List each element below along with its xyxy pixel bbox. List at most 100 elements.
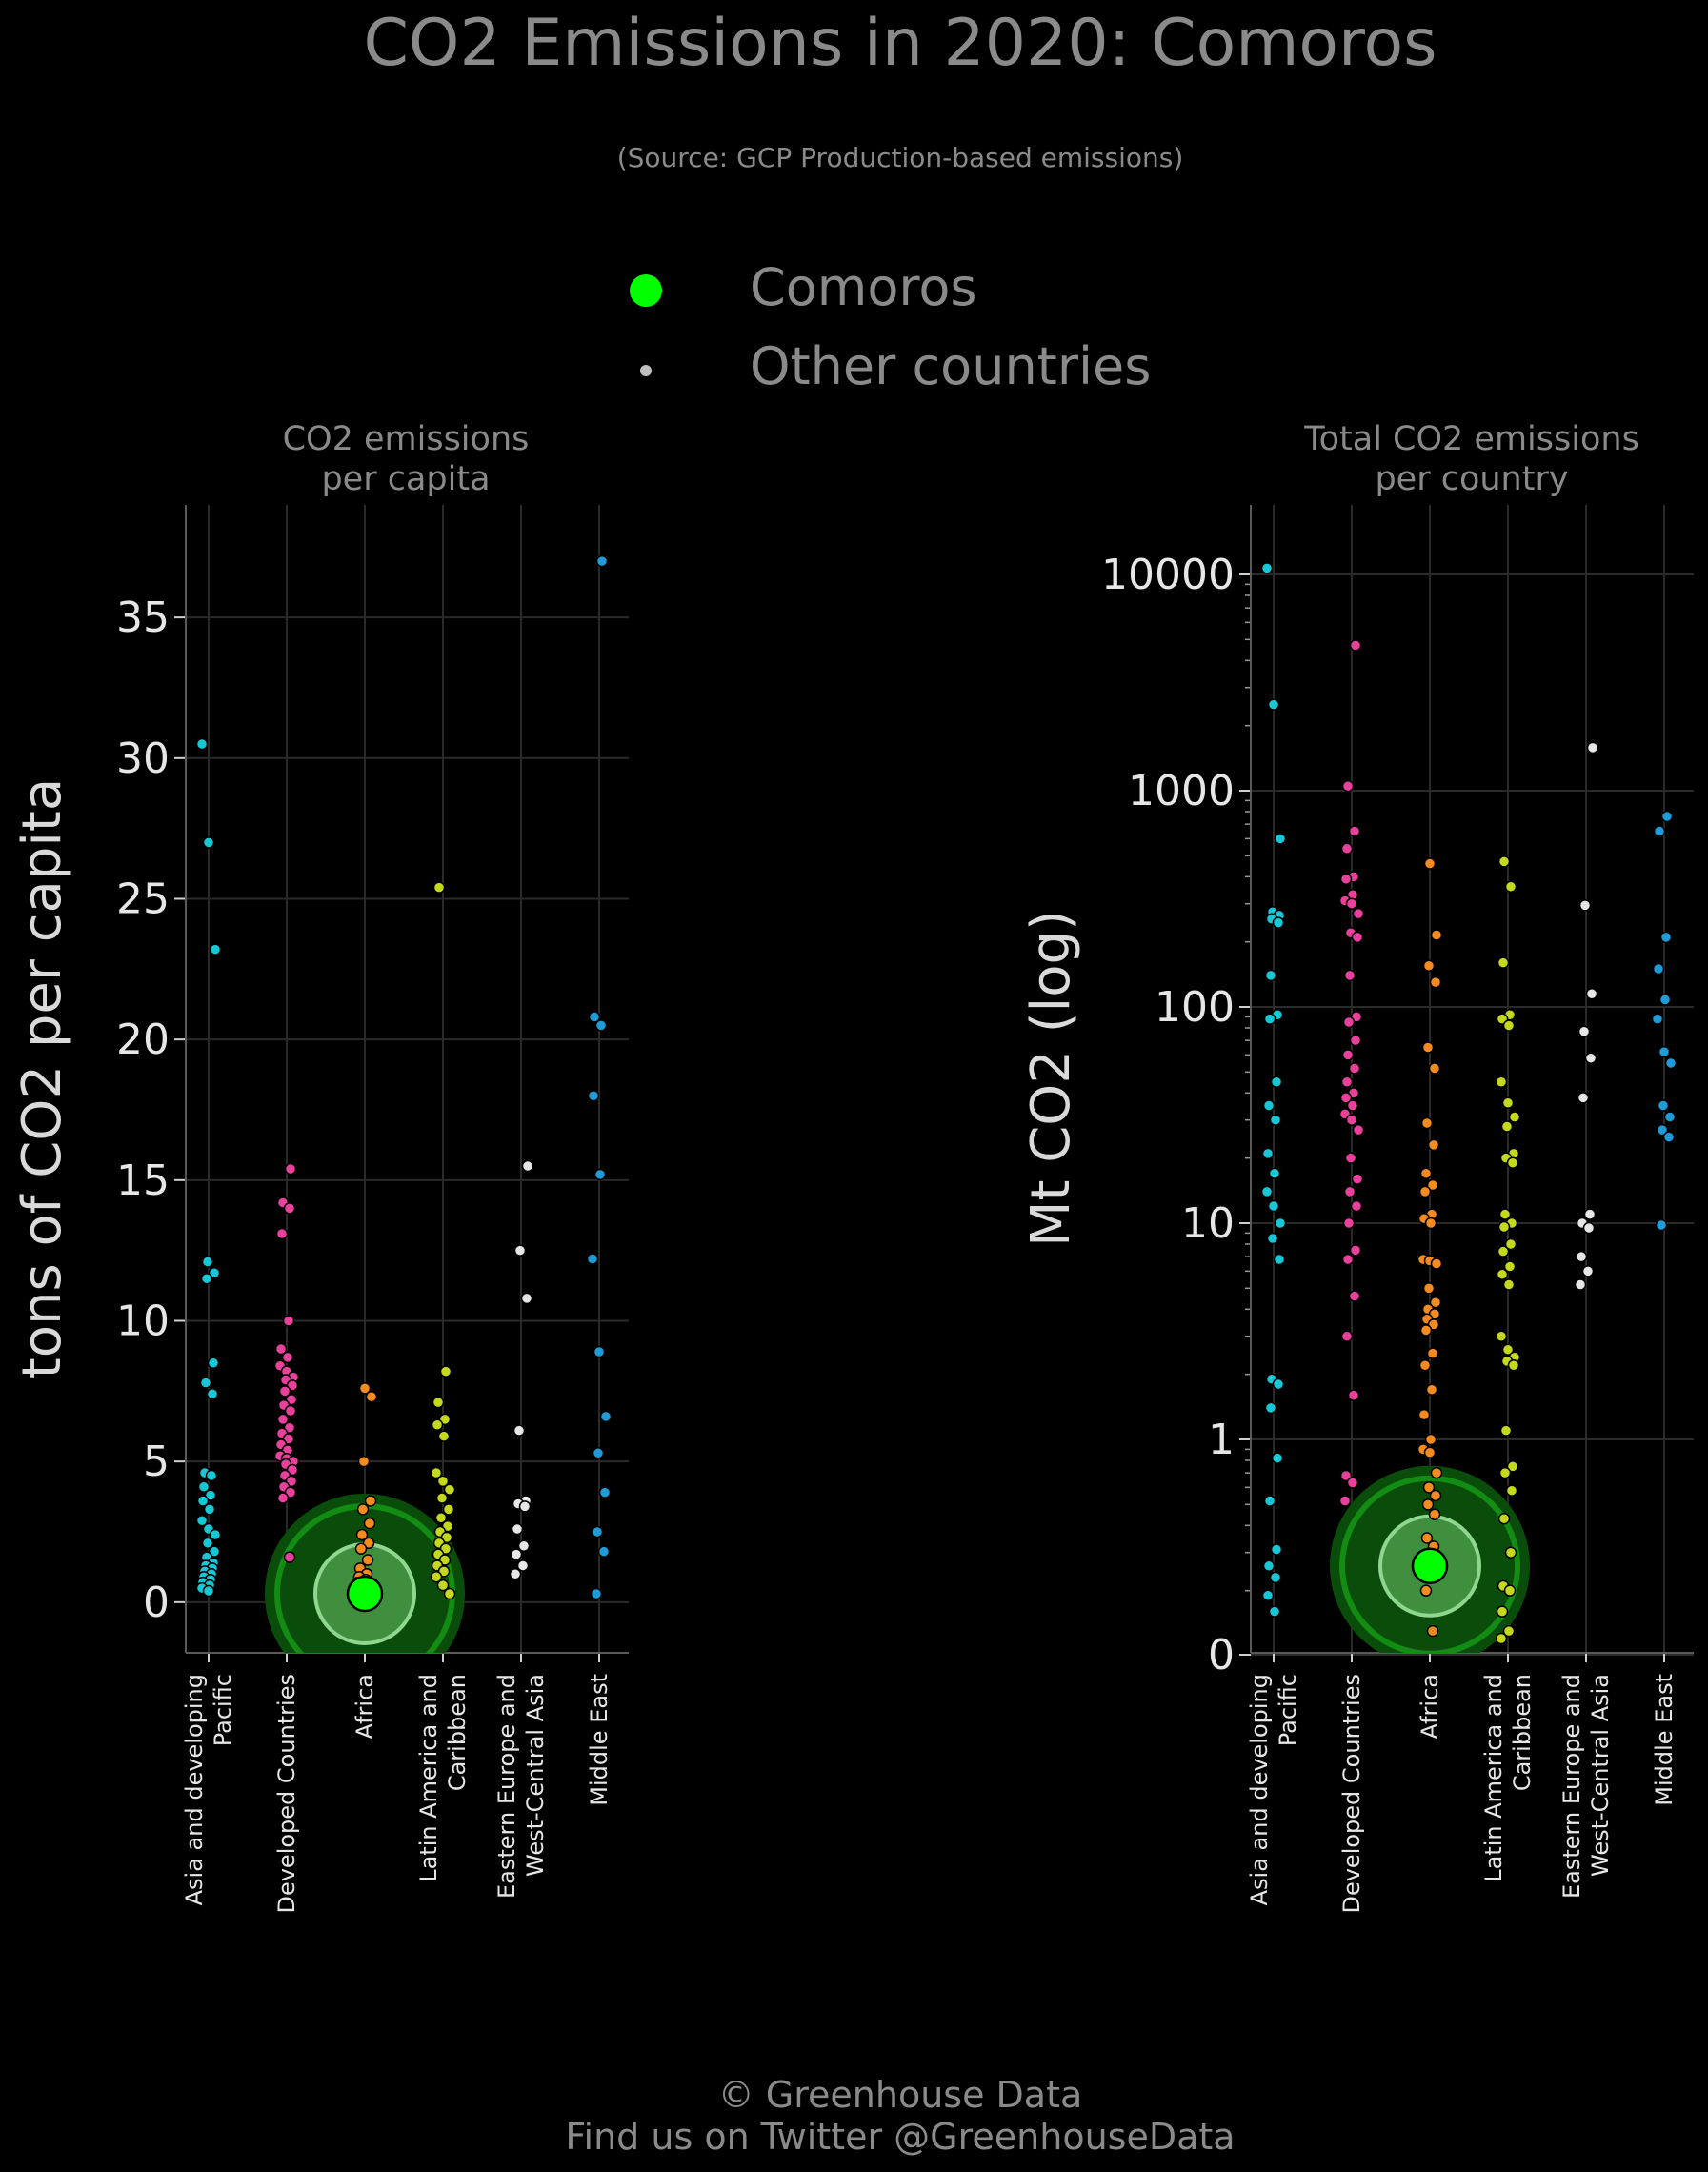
data-point [1260, 1185, 1274, 1198]
data-point [282, 1315, 295, 1327]
data-point [1422, 1282, 1436, 1295]
halo-ring [1339, 1475, 1520, 1653]
data-point [281, 1351, 294, 1364]
data-point [275, 1227, 289, 1240]
category-label-text: Latin America andCaribbean [1480, 1674, 1536, 1882]
data-point [1263, 1495, 1276, 1507]
data-point [1423, 1446, 1437, 1458]
data-point [1340, 1330, 1354, 1342]
category-label-text: Asia and developingPacific [181, 1674, 236, 1905]
data-point [195, 737, 209, 751]
data-point [1262, 1099, 1276, 1112]
data-point [510, 1548, 523, 1560]
legend-label-other: Other countries [750, 336, 1151, 396]
data-point [1502, 1624, 1516, 1638]
data-point [363, 1517, 376, 1530]
data-point [1344, 1152, 1357, 1164]
data-point [1422, 959, 1436, 973]
data-point [436, 1475, 450, 1488]
data-point [203, 1503, 216, 1516]
data-point [1418, 1359, 1432, 1372]
data-point [1584, 1052, 1597, 1064]
data-point [1270, 1076, 1283, 1088]
data-point [587, 1089, 600, 1102]
data-point [205, 1469, 218, 1482]
data-point [1345, 897, 1358, 910]
y-axis-label: Mt CO2 (log) [1020, 910, 1082, 1247]
data-point [593, 1168, 607, 1181]
category-label-text: Africa [1417, 1674, 1443, 1739]
category-label-text: Eastern Europe andWest-Central Asia [1558, 1674, 1614, 1899]
y-tick-label: 10000 [1101, 551, 1235, 599]
data-point [1341, 1049, 1355, 1061]
data-point [598, 1486, 612, 1498]
data-point [207, 1357, 220, 1370]
data-point [1340, 1076, 1354, 1088]
data-point [435, 1492, 449, 1504]
y-tick-label: 10 [1181, 1199, 1235, 1248]
data-point [1347, 1389, 1360, 1401]
data-point [1507, 1359, 1520, 1372]
data-point [354, 1542, 368, 1555]
data-point [1425, 1383, 1438, 1396]
data-point [1262, 1559, 1276, 1573]
data-point [206, 1388, 219, 1400]
data-point [1428, 1508, 1441, 1520]
data-point [1424, 1433, 1437, 1446]
y-tick-label: 10 [116, 1297, 170, 1345]
data-point [430, 1571, 443, 1583]
data-point [201, 1256, 214, 1268]
legend-marker-other [638, 363, 653, 378]
y-tick-label: 35 [116, 593, 170, 642]
data-point [1270, 1543, 1283, 1556]
data-point [1659, 931, 1673, 944]
data-point [1272, 1378, 1285, 1391]
data-point [1352, 907, 1365, 920]
data-point [365, 1390, 378, 1403]
data-point [586, 1253, 599, 1265]
data-point [1339, 1092, 1353, 1104]
category-label-eastern-europe-and-west-central-asia: Eastern Europe andWest-Central Asia [493, 1674, 549, 1899]
data-point [1426, 1178, 1439, 1192]
data-point [1495, 1076, 1508, 1088]
data-point [432, 881, 446, 894]
data-point [1351, 1173, 1364, 1185]
y-tick-label: 20 [116, 1016, 170, 1064]
category-label-text: Developed Countries [1338, 1674, 1365, 1914]
data-point [1496, 1605, 1509, 1618]
data-point [1418, 1185, 1432, 1198]
data-point [199, 1377, 212, 1389]
data-point [443, 1483, 456, 1496]
data-point [1663, 1111, 1677, 1123]
data-point [1506, 1460, 1519, 1473]
data-point [1273, 1253, 1286, 1266]
data-point [1428, 1062, 1441, 1075]
data-point [1341, 779, 1355, 793]
data-point [1653, 825, 1666, 837]
data-point [1423, 857, 1437, 870]
data-point [1269, 1571, 1282, 1584]
data-point [1268, 1605, 1281, 1618]
data-point [1274, 1217, 1287, 1230]
data-point [1586, 741, 1599, 754]
category-label-latin-america-and-caribbean: Latin America andCaribbean [415, 1674, 471, 1882]
y-tick-label: 0 [143, 1579, 170, 1627]
data-point [1426, 1624, 1439, 1638]
data-point [1430, 1257, 1443, 1270]
data-point [1263, 1013, 1276, 1025]
data-point [516, 1559, 530, 1572]
data-point [517, 1539, 531, 1553]
data-point [1269, 1114, 1282, 1126]
data-point [1345, 1114, 1358, 1126]
data-point [1575, 1250, 1588, 1263]
data-point [1660, 810, 1674, 823]
data-point [1272, 916, 1285, 929]
data-point [1662, 1131, 1676, 1143]
data-point [1419, 1167, 1433, 1179]
footer-copyright: © Greenhouse Data [718, 2074, 1083, 2116]
data-point [1421, 1041, 1435, 1054]
data-point [356, 1503, 370, 1516]
data-point [284, 1162, 297, 1176]
data-point [509, 1568, 522, 1580]
